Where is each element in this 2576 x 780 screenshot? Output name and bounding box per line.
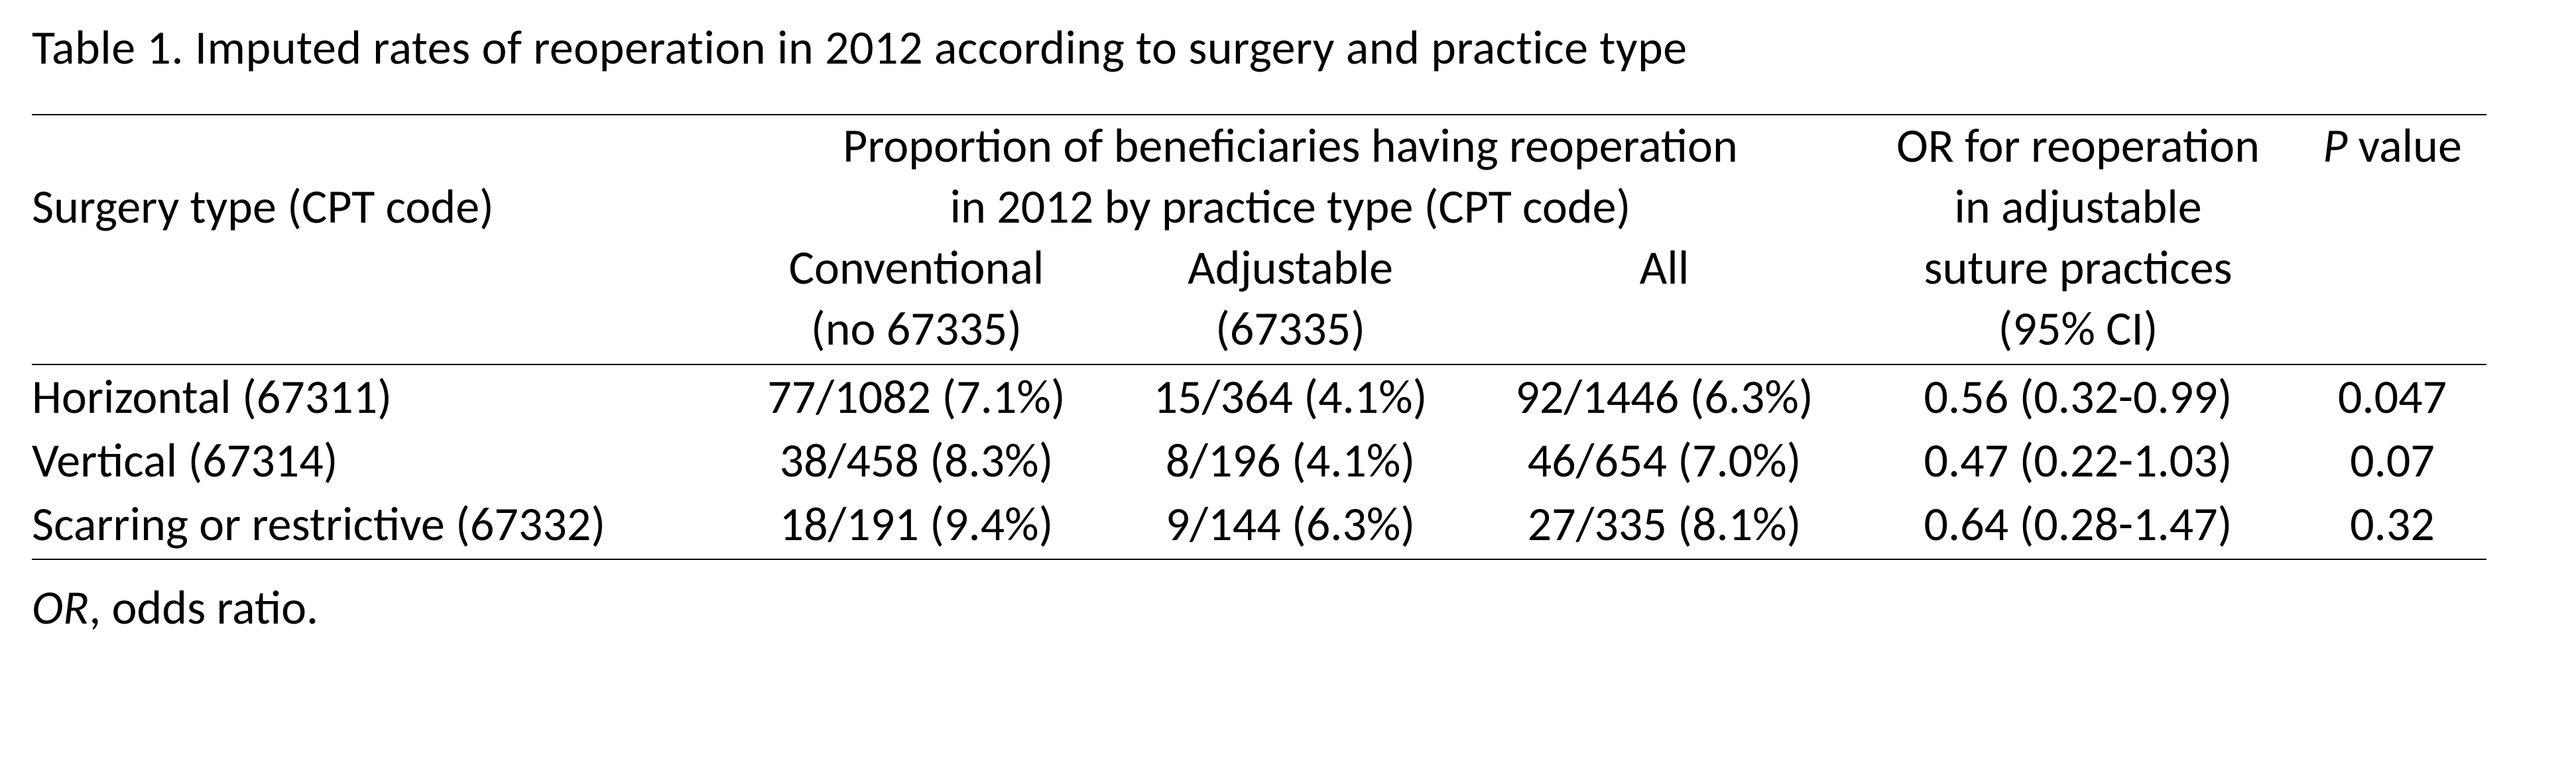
table-row: Horizontal (67311) 77/1082 (7.1%) 15/364… [32, 364, 2486, 429]
cell-adjustable: 8/196 (4.1%) [1110, 429, 1471, 492]
cell-adjustable: 15/364 (4.1%) [1110, 364, 1471, 429]
p-suffix: value [2347, 117, 2461, 175]
table-title: Table 1. Imputed rates of reoperation in… [32, 19, 2544, 77]
cell-all: 92/1446 (6.3%) [1471, 364, 1858, 429]
table-row: Vertical (67314) 38/458 (8.3%) 8/196 (4.… [32, 429, 2486, 492]
cell-surgery: Horizontal (67311) [32, 364, 723, 429]
col-header-proportion-line2: in 2012 by practice type (CPT code) [723, 176, 1858, 237]
col-subheader-conventional-l1: Conventional [723, 237, 1110, 298]
cell-adjustable: 9/144 (6.3%) [1110, 492, 1471, 559]
table-footnote: OR, odds ratio. [32, 579, 2544, 637]
col-subheader-adjustable-l2: (67335) [1110, 298, 1471, 364]
cell-pvalue: 0.32 [2298, 492, 2486, 559]
col-subheader-conventional-l2: (no 67335) [723, 298, 1110, 364]
cell-conventional: 77/1082 (7.1%) [723, 364, 1110, 429]
cell-conventional: 18/191 (9.4%) [723, 492, 1110, 559]
cell-conventional: 38/458 (8.3%) [723, 429, 1110, 492]
col-subheader-adjustable-l1: Adjustable [1110, 237, 1471, 298]
cell-or: 0.47 (0.22-1.03) [1858, 429, 2298, 492]
data-table: Surgery type (CPT code) Proportion of be… [32, 114, 2486, 560]
cell-all: 27/335 (8.1%) [1471, 492, 1858, 559]
col-subheader-all: All [1471, 237, 1858, 298]
cell-all: 46/654 (7.0%) [1471, 429, 1858, 492]
cell-or: 0.64 (0.28-1.47) [1858, 492, 2298, 559]
footnote-abbr: OR [32, 579, 89, 637]
col-header-or-line4: (95% CI) [1858, 298, 2298, 364]
footnote-text: , odds ratio. [89, 579, 318, 637]
col-header-surgery: Surgery type (CPT code) [32, 115, 723, 237]
col-header-or-line1: OR for reoperation [1858, 115, 2298, 176]
table-row: Scarring or restrictive (67332) 18/191 (… [32, 492, 2486, 559]
col-header-or-line3: suture practices [1858, 237, 2298, 298]
cell-surgery: Vertical (67314) [32, 429, 723, 492]
cell-surgery: Scarring or restrictive (67332) [32, 492, 723, 559]
table-figure: Table 1. Imputed rates of reoperation in… [0, 0, 2576, 655]
col-header-proportion-line1: Proportion of beneficiaries having reope… [723, 115, 1858, 176]
col-header-pvalue: P value [2298, 115, 2486, 176]
cell-or: 0.56 (0.32-0.99) [1858, 364, 2298, 429]
col-header-or-line2: in adjustable [1858, 176, 2298, 237]
p-italic: P [2323, 117, 2347, 175]
cell-pvalue: 0.07 [2298, 429, 2486, 492]
cell-pvalue: 0.047 [2298, 364, 2486, 429]
